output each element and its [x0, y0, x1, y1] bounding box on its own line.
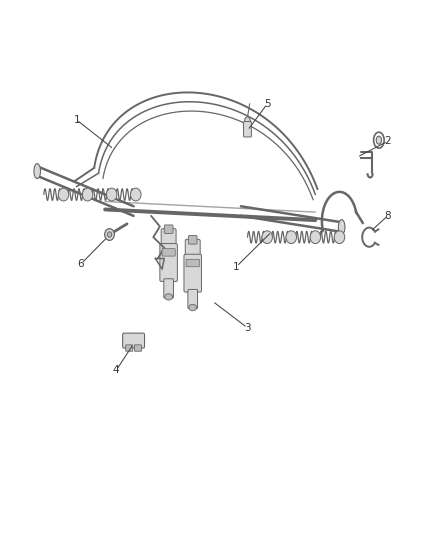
Text: 6: 6	[78, 259, 85, 269]
Text: 1: 1	[73, 115, 80, 125]
FancyBboxPatch shape	[188, 236, 197, 244]
Ellipse shape	[34, 164, 40, 179]
Text: 1: 1	[233, 262, 240, 271]
Ellipse shape	[338, 220, 345, 235]
Text: 4: 4	[113, 366, 120, 375]
Text: 2: 2	[384, 136, 391, 146]
FancyBboxPatch shape	[244, 122, 251, 137]
FancyBboxPatch shape	[164, 279, 173, 298]
FancyBboxPatch shape	[185, 239, 200, 257]
Circle shape	[286, 231, 297, 244]
FancyBboxPatch shape	[161, 229, 176, 247]
FancyBboxPatch shape	[184, 254, 201, 292]
Circle shape	[334, 231, 345, 244]
FancyBboxPatch shape	[162, 248, 175, 256]
Ellipse shape	[165, 294, 173, 300]
Ellipse shape	[107, 232, 112, 237]
Circle shape	[131, 188, 141, 201]
FancyBboxPatch shape	[126, 345, 133, 351]
FancyBboxPatch shape	[186, 260, 199, 266]
FancyBboxPatch shape	[123, 333, 145, 348]
Circle shape	[58, 188, 69, 201]
Circle shape	[310, 231, 321, 244]
Ellipse shape	[105, 229, 114, 240]
FancyBboxPatch shape	[188, 289, 198, 309]
Text: 8: 8	[384, 211, 391, 221]
Ellipse shape	[244, 117, 251, 128]
Circle shape	[262, 231, 272, 244]
FancyBboxPatch shape	[160, 244, 177, 281]
Ellipse shape	[376, 136, 381, 144]
Text: 5: 5	[264, 99, 271, 109]
Circle shape	[106, 188, 117, 201]
Text: 3: 3	[244, 323, 251, 333]
FancyBboxPatch shape	[164, 225, 173, 233]
Circle shape	[82, 188, 93, 201]
Ellipse shape	[189, 304, 197, 311]
FancyBboxPatch shape	[134, 345, 141, 351]
